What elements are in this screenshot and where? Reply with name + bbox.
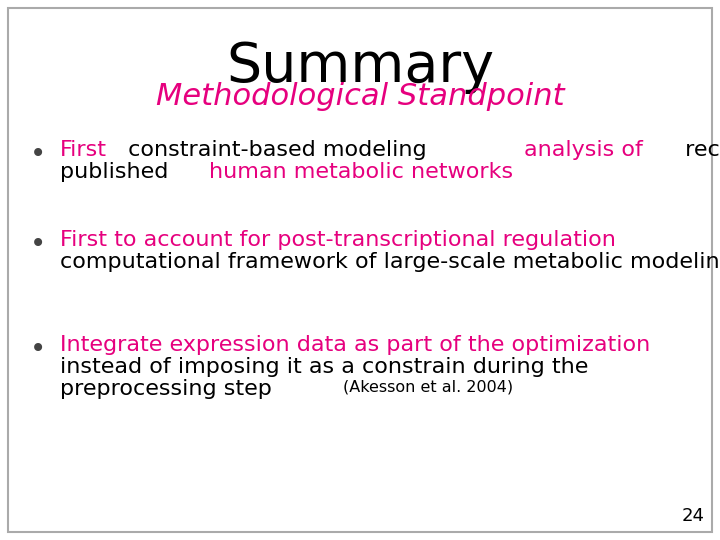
Text: 24: 24 xyxy=(682,507,705,525)
Text: First: First xyxy=(60,140,107,160)
Text: •: • xyxy=(30,230,46,258)
Text: constraint-based modeling: constraint-based modeling xyxy=(121,140,433,160)
FancyBboxPatch shape xyxy=(8,8,712,532)
Text: preprocessing step: preprocessing step xyxy=(60,379,279,399)
Text: Summary: Summary xyxy=(226,40,494,94)
Text: analysis of: analysis of xyxy=(524,140,643,160)
Text: computational framework of large-scale metabolic modeling: computational framework of large-scale m… xyxy=(60,252,720,272)
Text: recently: recently xyxy=(678,140,720,160)
Text: published: published xyxy=(60,162,176,182)
Text: (Akesson et al. 2004): (Akesson et al. 2004) xyxy=(343,379,513,394)
Text: First to account for post-transcriptional regulation: First to account for post-transcriptiona… xyxy=(60,230,616,250)
Text: instead of imposing it as a constrain during the: instead of imposing it as a constrain du… xyxy=(60,357,588,377)
Text: human metabolic networks: human metabolic networks xyxy=(209,162,513,182)
Text: Methodological Standpoint: Methodological Standpoint xyxy=(156,82,564,111)
Text: •: • xyxy=(30,140,46,168)
Text: Integrate expression data as part of the optimization: Integrate expression data as part of the… xyxy=(60,335,650,355)
Text: •: • xyxy=(30,335,46,363)
